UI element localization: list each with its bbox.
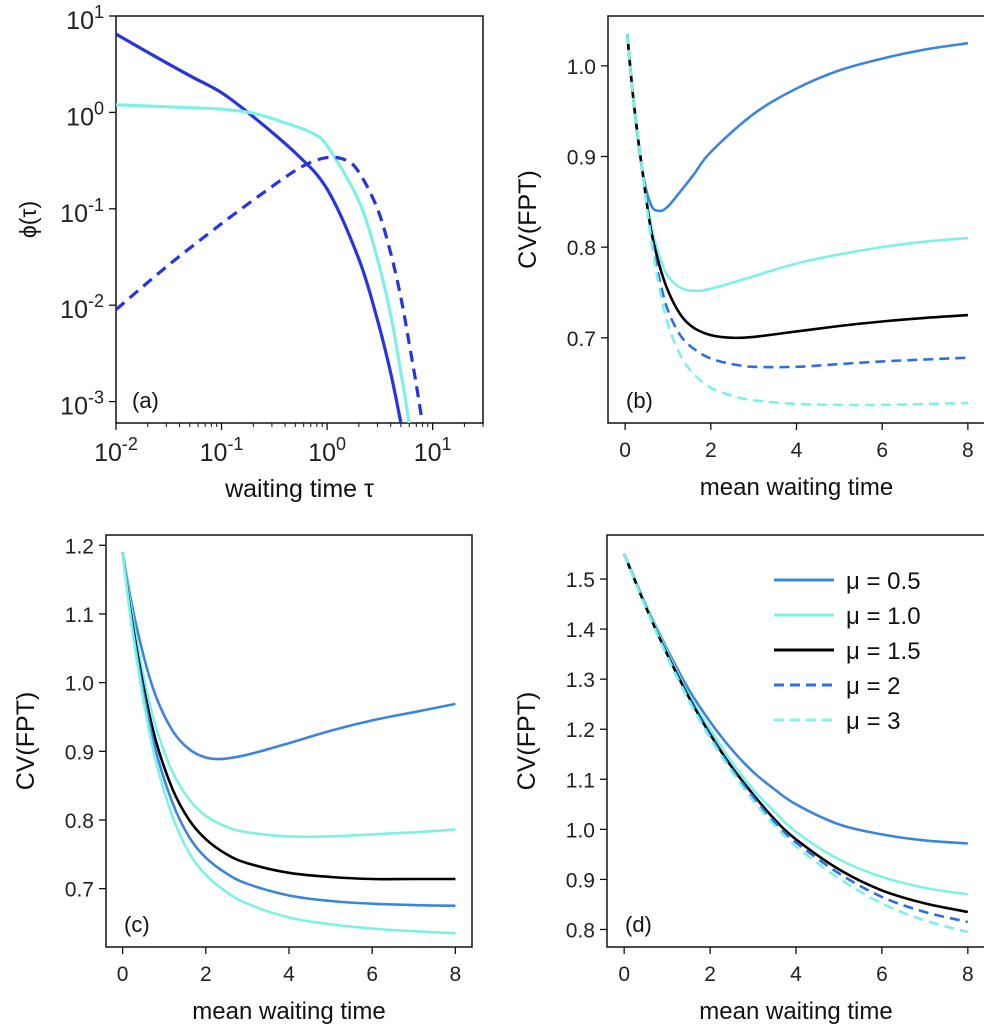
y-tick-label: 10-1 bbox=[60, 195, 104, 228]
x-tick-label: 6 bbox=[876, 963, 888, 986]
x-tick-label: 0 bbox=[619, 439, 631, 462]
series-line bbox=[622, 553, 969, 924]
x-tick-label: 10-1 bbox=[200, 434, 244, 467]
x-tick-label: 2 bbox=[704, 963, 716, 986]
y-tick-label: 0.7 bbox=[567, 328, 596, 351]
y-tick-label: 1.3 bbox=[566, 669, 595, 692]
legend: μ = 0.5 μ = 1.0 μ = 1.5 μ = 2 μ = 3 bbox=[774, 568, 921, 735]
series-line bbox=[626, 33, 969, 213]
panel-c: 0 2 4 6 8 0.7 0.8 0.9 1.0 1.1 1.2 mean waiting time… bbox=[12, 534, 473, 1025]
series-line bbox=[626, 33, 968, 340]
series-line bbox=[626, 33, 969, 293]
series-line bbox=[622, 553, 969, 934]
x-tick-label: 6 bbox=[366, 963, 378, 986]
panel-b: 0 2 4 6 8 0.7 0.8 0.9 1.0 mean waiting time CV(FPT… bbox=[514, 15, 984, 501]
y-tick-label: 1.5 bbox=[566, 569, 595, 592]
x-tick-label: 101 bbox=[414, 434, 452, 467]
series-line bbox=[116, 32, 403, 423]
x-tick-label: 8 bbox=[450, 963, 462, 986]
y-axis-label: CV(FPT) bbox=[12, 692, 40, 791]
legend-label: μ = 3 bbox=[846, 708, 901, 735]
series-line bbox=[121, 552, 456, 839]
y-tick-label: 1.0 bbox=[566, 819, 595, 842]
panel-a: 10-2 10-1 100 101 10-3 10-2 10-1 100 101 waiting … bbox=[15, 2, 484, 503]
x-axis-label: mean waiting time bbox=[700, 474, 893, 501]
y-tick-label: 1.2 bbox=[566, 719, 595, 742]
x-tick-label: 4 bbox=[790, 963, 802, 986]
panel-label: (b) bbox=[626, 388, 653, 413]
panel-frame-b bbox=[607, 15, 984, 424]
x-tick-label: 0 bbox=[117, 963, 129, 986]
series-line bbox=[116, 103, 411, 423]
x-tick-label: 4 bbox=[791, 439, 803, 462]
series-group bbox=[121, 551, 456, 935]
panel-label: (a) bbox=[132, 388, 159, 413]
panel-label: (c) bbox=[124, 912, 150, 937]
x-tick-label: 10-2 bbox=[94, 434, 138, 467]
series-line bbox=[121, 552, 456, 881]
series-line bbox=[622, 553, 969, 914]
y-tick-label: 0.9 bbox=[566, 869, 595, 892]
series-line bbox=[626, 33, 968, 407]
y-tick-label: 101 bbox=[66, 2, 104, 35]
legend-label: μ = 1.5 bbox=[846, 638, 921, 665]
y-axis-label: ϕ(τ) bbox=[15, 201, 41, 238]
x-axis-label: mean waiting time bbox=[699, 998, 892, 1025]
series-line bbox=[121, 551, 456, 761]
y-tick-label: 0.8 bbox=[567, 237, 596, 260]
legend-label: μ = 0.5 bbox=[846, 568, 921, 595]
y-tick-label: 0.8 bbox=[65, 810, 94, 833]
y-tick-label: 0.9 bbox=[65, 741, 94, 764]
x-tick-label: 100 bbox=[308, 434, 346, 467]
series-group bbox=[622, 553, 969, 934]
panel-frame-a bbox=[115, 15, 484, 424]
x-tick-label: 2 bbox=[200, 963, 212, 986]
series-line bbox=[623, 553, 968, 845]
y-tick-label: 0.9 bbox=[567, 147, 596, 170]
series-line bbox=[116, 155, 424, 423]
x-tick-label: 8 bbox=[962, 439, 974, 462]
x-tick-label: 8 bbox=[962, 963, 974, 986]
x-tick-label: 4 bbox=[283, 963, 295, 986]
y-tick-label: 1.2 bbox=[65, 535, 94, 558]
y-tick-label: 10-3 bbox=[60, 388, 104, 421]
legend-label: μ = 2 bbox=[846, 673, 901, 700]
y-axis-label: CV(FPT) bbox=[514, 170, 542, 269]
y-tick-label: 10-2 bbox=[60, 291, 104, 324]
y-tick-label: 1.0 bbox=[65, 673, 94, 696]
y-tick-label: 1.4 bbox=[566, 619, 596, 642]
y-tick-label: 0.7 bbox=[65, 879, 94, 902]
x-axis-label: mean waiting time bbox=[192, 998, 385, 1025]
y-tick-label: 1.1 bbox=[65, 604, 94, 627]
x-tick-label: 6 bbox=[876, 439, 888, 462]
panel-frame-d bbox=[606, 534, 984, 948]
y-tick-label: 1.1 bbox=[566, 769, 595, 792]
series-line bbox=[121, 552, 456, 935]
y-tick-label: 0.8 bbox=[566, 919, 595, 942]
y-tick-label: 1.0 bbox=[567, 56, 596, 79]
x-tick-label: 0 bbox=[618, 963, 630, 986]
x-axis-label: waiting time τ bbox=[224, 475, 374, 503]
y-axis-label: CV(FPT) bbox=[513, 692, 541, 791]
series-group bbox=[626, 33, 969, 407]
series-group bbox=[116, 32, 424, 423]
legend-label: μ = 1.0 bbox=[846, 603, 921, 630]
x-tick-label: 2 bbox=[705, 439, 717, 462]
panel-label: (d) bbox=[625, 912, 652, 937]
panel-d: 0 2 4 6 8 0.8 0.9 1.0 1.1 1.2 1.3 1.4 1.5 mean waitin… bbox=[513, 534, 984, 1025]
y-tick-label: 100 bbox=[66, 98, 104, 131]
